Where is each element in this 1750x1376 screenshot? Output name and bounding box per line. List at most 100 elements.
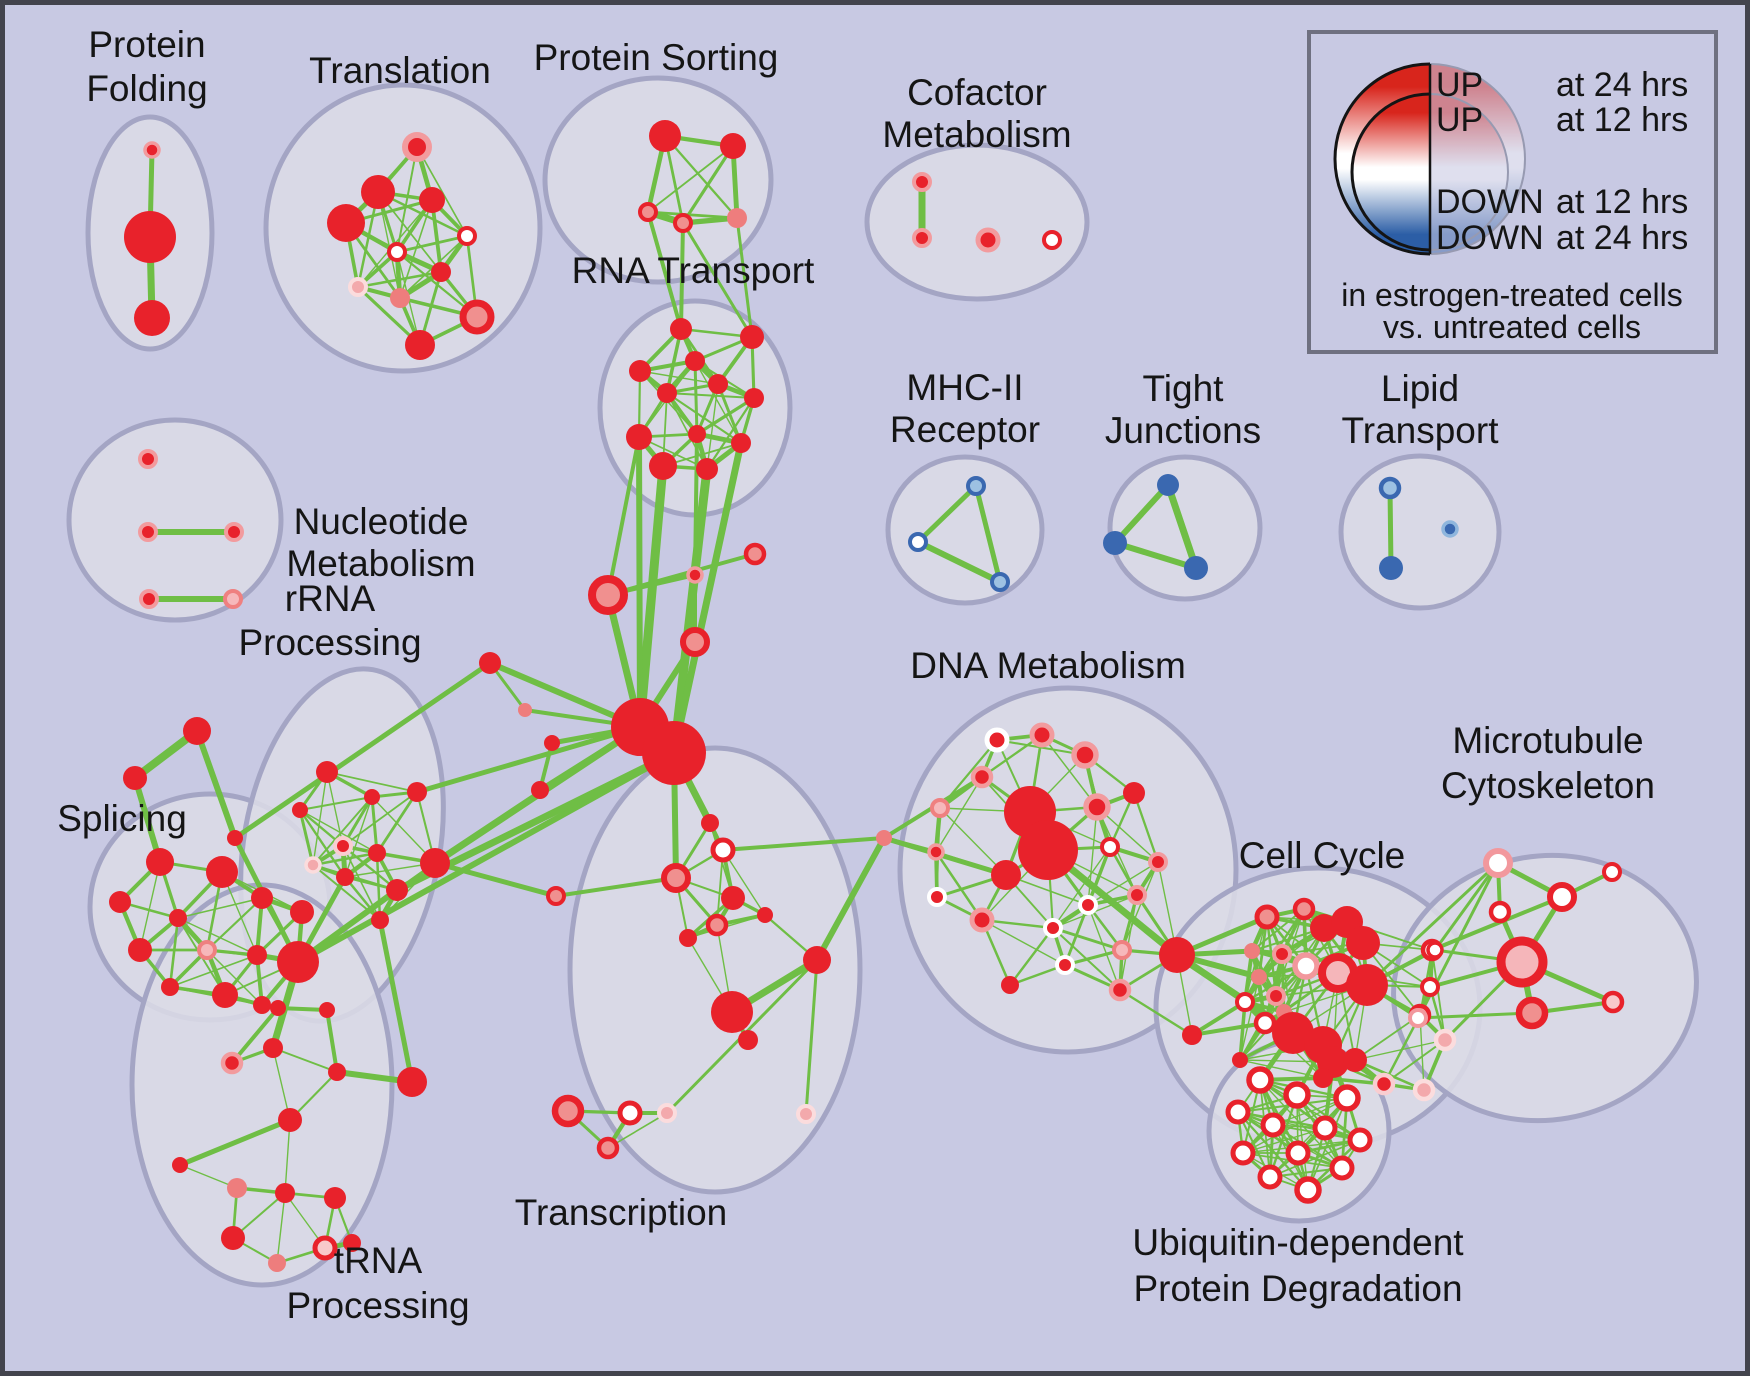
gene-node xyxy=(642,721,706,785)
gene-node xyxy=(319,1002,335,1018)
cluster-label-tight-junctions: Tight Junctions xyxy=(1105,368,1261,451)
interaction-edge xyxy=(1087,806,1098,906)
gene-node xyxy=(268,1254,286,1272)
gene-node xyxy=(649,452,677,480)
gene-node xyxy=(1225,1099,1251,1125)
gene-node xyxy=(649,120,681,152)
interaction-edge xyxy=(636,434,643,730)
gene-node xyxy=(740,325,764,349)
interaction-edge xyxy=(342,791,418,847)
gene-node xyxy=(212,982,238,1008)
interaction-edge xyxy=(377,917,415,1085)
gene-node xyxy=(1123,782,1145,804)
interaction-edge xyxy=(341,844,399,892)
gene-node xyxy=(275,1183,295,1203)
gene-node xyxy=(402,132,432,162)
interaction-edge xyxy=(432,860,559,899)
interaction-edge xyxy=(276,1192,286,1264)
gene-node xyxy=(551,1094,585,1128)
gene-node xyxy=(596,1136,620,1160)
gene-node xyxy=(397,1067,427,1097)
gene-node xyxy=(708,374,728,394)
gene-node xyxy=(1078,895,1098,915)
interaction-edge xyxy=(169,954,258,988)
interaction-edge xyxy=(395,234,469,254)
gene-node xyxy=(1112,940,1132,960)
gene-node xyxy=(1254,904,1280,930)
interaction-edge xyxy=(298,808,315,867)
cluster-labels: Protein Folding Translation Protein Sorting… xyxy=(57,24,1655,1326)
gene-node xyxy=(172,1157,188,1173)
gene-node xyxy=(1083,793,1111,821)
gene-node xyxy=(629,360,651,382)
legend-note-line: vs. untreated cells xyxy=(1383,309,1641,345)
cluster-label-mhc-ii-receptor: MHC-II Receptor xyxy=(890,367,1040,450)
interaction-edge xyxy=(206,949,263,1006)
legend-time-label: at 24 hrs xyxy=(1556,219,1688,257)
gene-node xyxy=(679,929,697,947)
gene-node xyxy=(333,836,353,856)
gene-node xyxy=(419,187,445,213)
interaction-edge xyxy=(272,1047,338,1073)
interaction-edge xyxy=(670,439,745,757)
interaction-edge xyxy=(939,807,1007,876)
interaction-edge xyxy=(1431,949,1446,1041)
gene-node xyxy=(1043,918,1063,938)
gene-node xyxy=(221,1226,245,1250)
interaction-edge xyxy=(1239,976,1260,1061)
interaction-edge xyxy=(343,875,382,922)
gene-node xyxy=(1159,937,1195,973)
interaction-edge xyxy=(370,795,379,855)
interaction-edge xyxy=(1430,895,1564,952)
interaction-edge xyxy=(935,776,983,853)
cluster-label-rrna-processing: rRNA Processing xyxy=(238,578,421,663)
interaction-edge xyxy=(284,1119,291,1194)
legend-ring-faded-half xyxy=(1430,63,1526,255)
interaction-edge xyxy=(414,724,643,795)
interaction-edge xyxy=(646,210,683,331)
interaction-edge xyxy=(132,775,163,865)
legend-time-label: at 24 hrs xyxy=(1556,66,1688,104)
interaction-edge xyxy=(915,483,979,545)
cluster-ellipse-tl xyxy=(263,82,543,374)
gene-node xyxy=(673,213,693,233)
interaction-edge xyxy=(375,790,419,855)
gene-node xyxy=(146,848,174,876)
gene-node xyxy=(657,1103,677,1123)
gene-node xyxy=(1251,969,1267,985)
legend-ring-solid-half xyxy=(1333,62,1430,256)
interaction-edge xyxy=(934,850,984,922)
gene-node xyxy=(1420,977,1440,997)
interaction-edge xyxy=(1387,485,1394,571)
interaction-edge xyxy=(375,851,382,922)
gene-node xyxy=(757,907,773,923)
interaction-edge xyxy=(326,771,418,793)
interaction-edge xyxy=(1008,926,1055,987)
legend-time-label: at 12 hrs xyxy=(1556,101,1688,139)
gene-node xyxy=(686,566,704,584)
cluster-label-nucleotide-metabolism: Nucleotide Metabolism xyxy=(286,501,475,584)
interaction-edge xyxy=(1087,861,1159,906)
gene-node xyxy=(1235,992,1255,1012)
interaction-edge xyxy=(1112,482,1171,546)
interaction-edge xyxy=(681,221,754,339)
gene-node xyxy=(1310,914,1338,942)
gene-node xyxy=(1601,990,1625,1014)
interaction-edge xyxy=(312,771,328,866)
gene-node xyxy=(705,913,729,937)
interaction-edge xyxy=(1052,846,1111,929)
gene-node xyxy=(109,891,131,913)
gene-node xyxy=(1602,862,1622,882)
gene-node xyxy=(984,727,1010,753)
gene-node xyxy=(292,802,308,818)
interaction-edge xyxy=(168,916,180,989)
interaction-edge xyxy=(194,728,238,841)
interaction-edge xyxy=(1365,861,1500,987)
gene-node xyxy=(290,900,314,924)
gene-node xyxy=(1246,1066,1274,1094)
interaction-edge xyxy=(232,660,493,841)
interaction-edge xyxy=(177,1117,293,1168)
gene-node xyxy=(183,717,211,745)
